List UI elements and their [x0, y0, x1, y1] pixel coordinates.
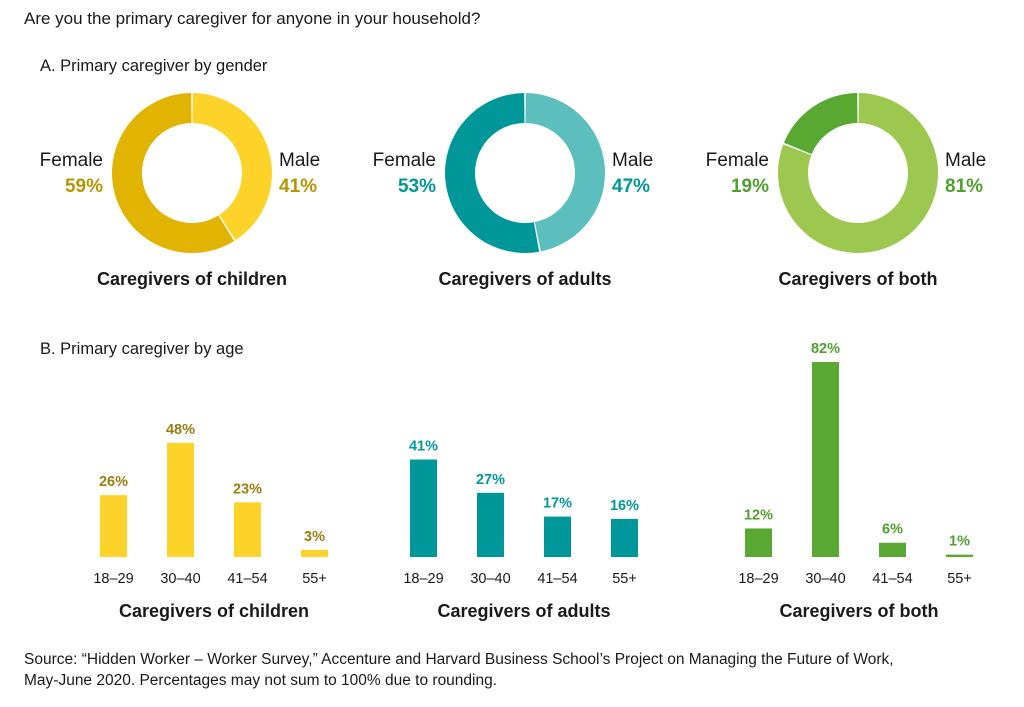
bar [410, 459, 437, 557]
bar-value-label: 6% [882, 522, 903, 538]
bar-chart-title: Caregivers of children [119, 601, 309, 621]
donut-value-male: 41% [279, 176, 317, 197]
bar-value-label: 17% [543, 496, 572, 512]
bar-value-label: 23% [233, 481, 262, 497]
bar-value-label: 16% [610, 498, 639, 514]
donut-label-male: Male [945, 150, 986, 171]
x-tick-label: 41–54 [537, 571, 577, 587]
bar [946, 554, 973, 557]
question-text: Are you the primary caregiver for anyone… [24, 9, 481, 28]
donut-value-female: 53% [398, 176, 436, 197]
source-line-2: May-June 2020. Percentages may not sum t… [24, 672, 498, 689]
chart-area: Female 59% Male 41% Caregivers of children Fe… [40, 93, 986, 621]
donut-slice-female [445, 93, 540, 253]
x-tick-label: 55+ [302, 571, 327, 587]
bar-value-label: 1% [949, 534, 970, 550]
donut-label-male: Male [612, 150, 653, 171]
x-tick-label: 41–54 [227, 571, 267, 587]
bar [544, 516, 571, 557]
x-tick-label: 18–29 [93, 571, 133, 587]
x-tick-label: 55+ [612, 571, 637, 587]
donut-chart-title: Caregivers of children [97, 269, 287, 289]
donut-slice-male [192, 93, 272, 241]
donut-chart-title: Caregivers of both [778, 269, 937, 289]
x-tick-label: 30–40 [805, 571, 845, 587]
bar-value-label: 27% [476, 472, 505, 488]
donut-value-female: 59% [65, 176, 103, 197]
donut-chart-title: Caregivers of adults [438, 269, 611, 289]
donut-label-female: Female [706, 150, 769, 171]
donut-label-male: Male [279, 150, 320, 171]
bar [167, 442, 194, 557]
bar-value-label: 41% [409, 439, 438, 455]
section-b-title: B. Primary caregiver by age [40, 340, 244, 358]
donut-value-male: 47% [612, 176, 650, 197]
donut-label-female: Female [373, 150, 436, 171]
bar [301, 549, 328, 557]
donut-slice-male [777, 93, 938, 253]
bar [812, 362, 839, 557]
x-tick-label: 55+ [947, 571, 972, 587]
bar [477, 492, 504, 557]
donut-slice-female [783, 93, 858, 155]
bar-value-label: 12% [744, 507, 773, 523]
donut-label-female: Female [40, 150, 103, 171]
bar-chart-title: Caregivers of both [779, 601, 938, 621]
donut-value-male: 81% [945, 176, 983, 197]
donut-value-female: 19% [731, 176, 769, 197]
bar [611, 518, 638, 557]
source-line-1: Source: “Hidden Worker – Worker Survey,”… [24, 651, 894, 668]
donut-slice-male [525, 93, 606, 252]
x-tick-label: 18–29 [738, 571, 778, 587]
bar [745, 528, 772, 557]
bar-chart-title: Caregivers of adults [437, 601, 610, 621]
bar [879, 542, 906, 557]
x-tick-label: 30–40 [470, 571, 510, 587]
bar-value-label: 3% [304, 529, 325, 545]
source-note: Source: “Hidden Worker – Worker Survey,”… [24, 649, 1004, 691]
x-tick-label: 18–29 [403, 571, 443, 587]
bar-value-label: 48% [166, 422, 195, 438]
bar [234, 502, 261, 557]
bar [100, 495, 127, 557]
x-tick-label: 30–40 [160, 571, 200, 587]
donut-slice-female [112, 93, 235, 253]
section-a-title: A. Primary caregiver by gender [40, 57, 268, 75]
bar-value-label: 26% [99, 474, 128, 490]
bar-value-label: 82% [811, 341, 840, 357]
x-tick-label: 41–54 [872, 571, 912, 587]
